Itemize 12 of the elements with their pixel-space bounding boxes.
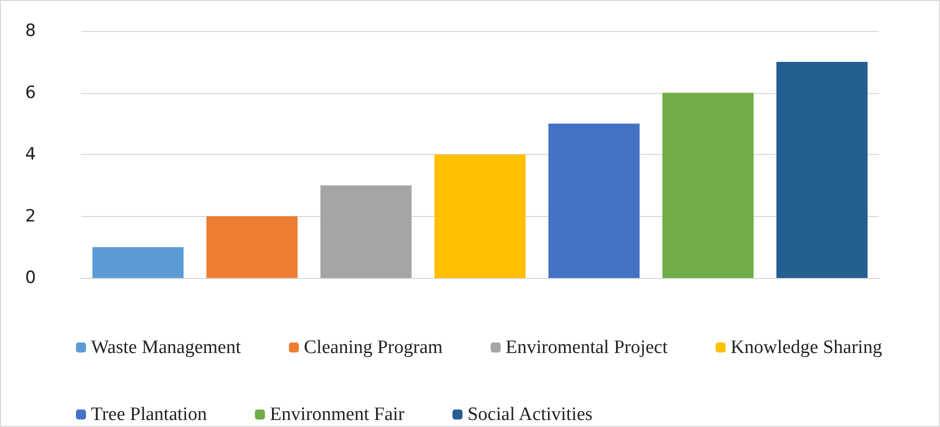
y-tick-label: 6 <box>25 82 36 103</box>
y-tick-label: 0 <box>25 268 36 288</box>
legend-label: Enviromental Project <box>506 337 668 358</box>
y-tick-label: 4 <box>25 144 36 164</box>
legend-label: Knowledge Sharing <box>730 337 883 358</box>
y-tick-label: 2 <box>25 206 36 226</box>
legend-label: Social Activities <box>467 404 593 425</box>
legend-label: Cleaning Program <box>304 337 443 358</box>
legend-label: Environment Fair <box>270 404 406 425</box>
legend-label: Tree Plantation <box>91 404 208 425</box>
y-tick-label: 8 <box>25 21 36 41</box>
legend-label: Waste Management <box>91 337 242 358</box>
